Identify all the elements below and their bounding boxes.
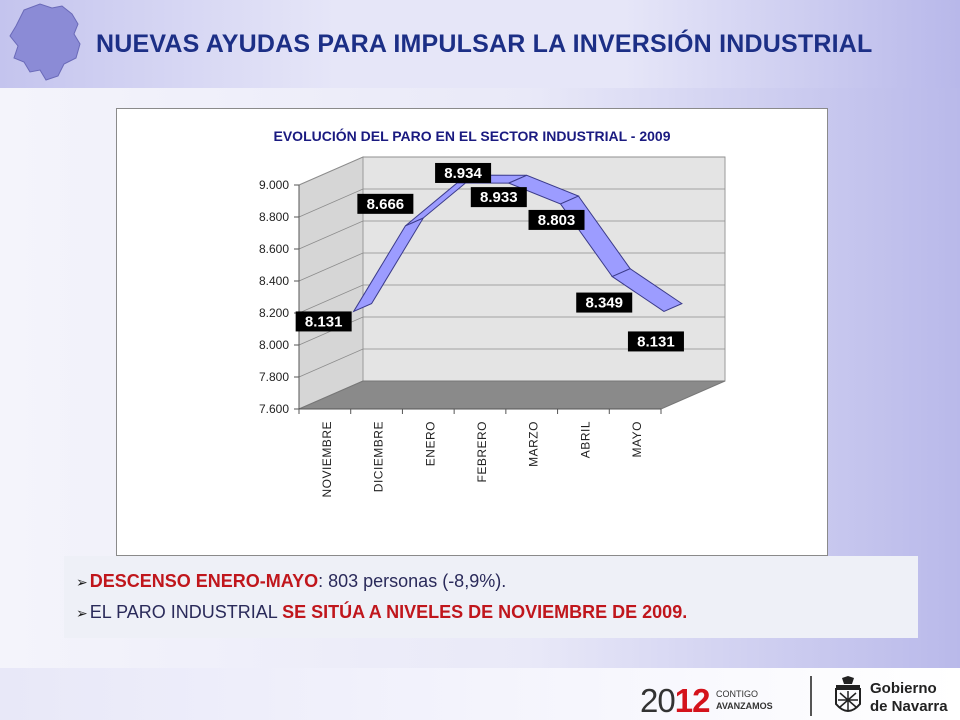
data-label: 8.934 [435,162,492,183]
bullet-1-emphasis: DESCENSO ENERO-MAYO [89,571,319,591]
y-tick-label: 7.800 [259,370,289,384]
government-name: Gobierno de Navarra [870,680,948,716]
year-part-2: 12 [674,682,711,719]
line-segment [611,268,683,313]
data-label: 8.803 [528,209,585,230]
footer-band [0,668,960,720]
slogan: CONTIGO AVANZAMOS [716,688,773,712]
year-logo: 2012 [640,682,711,720]
summary-bullet-1: ➢ DESCENSO ENERO-MAYO: 803 personas (-8,9… [76,566,918,597]
chart-floor [298,380,726,410]
data-label-box [528,209,585,230]
chart-frame: 7.600 7.800 8.000 8.200 8.400 8.600 8.800 9.000… [116,108,828,556]
data-label-text: 8.934 [444,165,482,182]
data-label-box [627,331,684,352]
data-label-box [357,193,414,214]
y-tick-label: 8.400 [259,274,289,288]
slogan-line-2: AVANZAMOS [716,701,773,711]
data-label: 8.131 [295,311,352,332]
x-category-label: DICIEMBRE [372,421,386,492]
bullet-1-text: : 803 personas (-8,9%). [318,571,507,591]
arrow-bullet-icon: ➢ [76,605,88,621]
data-label: 8.933 [470,187,527,208]
x-category-label: ENERO [423,421,437,466]
data-label-box [295,311,352,332]
chart-title: EVOLUCIÓN DEL PARO EN EL SECTOR INDUSTRI… [274,127,671,144]
arrow-bullet-icon: ➢ [76,574,88,590]
y-tick-label: 8.800 [259,210,289,224]
x-category-label: NOVIEMBRE [320,421,334,498]
data-label: 8.349 [576,292,633,313]
data-label: 8.131 [627,331,684,352]
x-category-label: MARZO [527,421,541,467]
y-tick-label: 8.600 [259,242,289,256]
data-label-box [470,187,527,208]
header-band [0,0,960,88]
x-category-label: FEBRERO [475,421,489,483]
data-label-text: 8.349 [585,295,623,312]
data-label-box [435,162,492,183]
summary-bullet-2: ➢ EL PARO INDUSTRIAL SE SITÚA A NIVELES D… [76,597,918,628]
side-wall [298,156,364,410]
footer-divider [810,676,812,716]
gridline [298,188,725,218]
y-tick-label: 8.000 [259,338,289,352]
data-label-text: 8.666 [367,196,405,213]
data-label-text: 8.131 [305,313,343,330]
gov-line-1: Gobierno [870,680,937,697]
gridline [298,156,725,186]
gridline [298,220,725,250]
data-label-text: 8.803 [538,212,576,229]
summary-box: ➢ DESCENSO ENERO-MAYO: 803 personas (-8,9… [64,556,918,638]
y-tick-label: 8.200 [259,306,289,320]
navarra-map-icon [9,3,81,81]
x-category-label: ABRIL [578,421,592,458]
year-part-1: 20 [640,682,676,719]
data-label-box [576,292,633,313]
gridline [298,284,725,314]
slogan-line-1: CONTIGO [716,689,758,699]
gridline [298,348,725,378]
bullet-2-text: EL PARO INDUSTRIAL [89,602,283,622]
coat-of-arms-icon [835,676,861,712]
gridline [298,316,725,346]
bullet-2-emphasis: SE SITÚA A NIVELES DE NOVIEMBRE DE 2009. [282,602,688,622]
footer-logos: 2012 CONTIGO AVANZAMOS Gobierno de Navar… [640,676,958,720]
unemployment-chart: 7.600 7.800 8.000 8.200 8.400 8.600 8.800 9.000… [259,127,726,498]
data-label: 8.666 [357,193,414,214]
page-title: NUEVAS AYUDAS PARA IMPULSAR LA INVERSIÓN… [96,30,873,58]
data-label-text: 8.131 [637,333,675,350]
data-label-text: 8.933 [480,189,518,206]
y-tick-label: 7.600 [259,402,289,416]
x-category-label: MAYO [630,421,644,457]
gov-line-2: de Navarra [870,698,948,715]
y-tick-label: 9.000 [259,178,289,192]
